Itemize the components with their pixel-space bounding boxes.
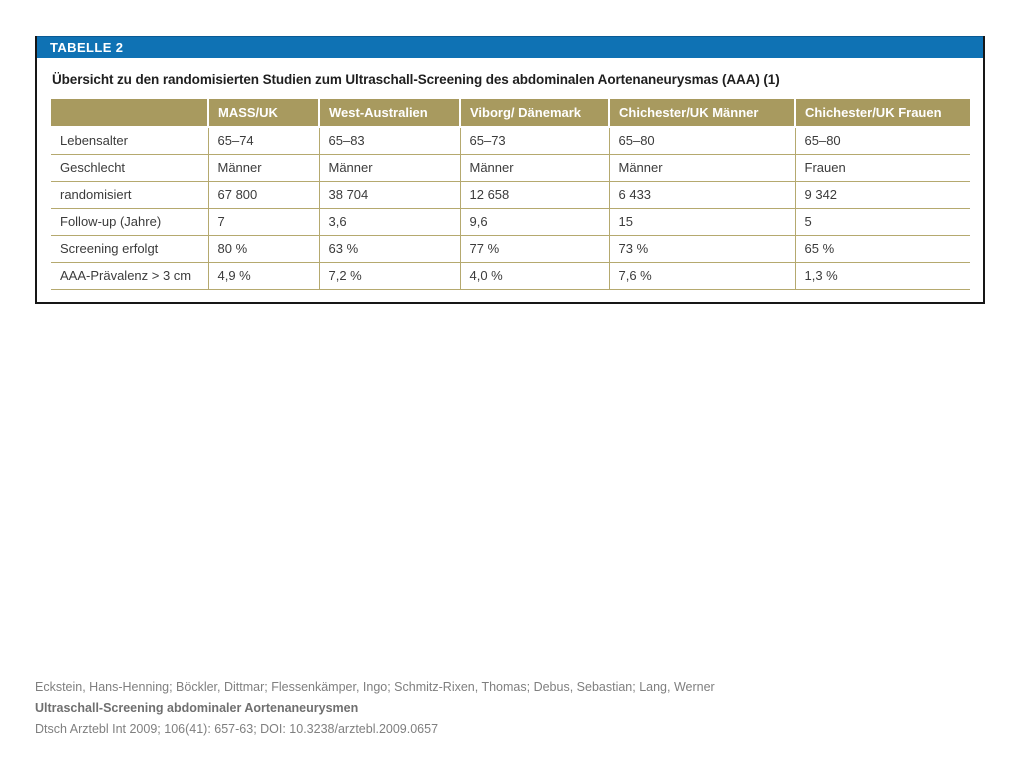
row-label: Follow-up (Jahre) <box>51 208 208 236</box>
citation-reference: Dtsch Arztebl Int 2009; 106(41): 657-63;… <box>35 722 439 736</box>
table-cell: 65–80 <box>794 127 970 155</box>
table-title: Übersicht zu den randomisierten Studien … <box>52 72 780 87</box>
table-cell: 65–73 <box>459 127 609 155</box>
citation-authors: Eckstein, Hans-Henning; Böckler, Dittmar… <box>35 680 715 694</box>
panel-content: Übersicht zu den randomisierten Studien … <box>37 72 983 290</box>
table-cell: Männer <box>318 154 460 182</box>
table-cell: 9,6 <box>459 208 609 236</box>
table-cell: 77 % <box>459 235 609 263</box>
column-header-chichester-frauen: Chichester/UK Frauen <box>794 99 970 128</box>
table-cell: 6 433 <box>608 181 795 209</box>
column-header-viborg: Viborg/ Dänemark <box>459 99 609 128</box>
table-row: Lebensalter 65–74 65–83 65–73 65–80 65–8… <box>51 127 970 155</box>
table-cell: 73 % <box>608 235 795 263</box>
aaa-screening-table: MASS/UK West-Australien Viborg/ Dänemark… <box>51 99 970 290</box>
table-header-row: MASS/UK West-Australien Viborg/ Dänemark… <box>51 99 970 128</box>
table-row: Follow-up (Jahre) 7 3,6 9,6 15 5 <box>51 208 970 236</box>
citation-block: Eckstein, Hans-Henning; Böckler, Dittmar… <box>35 677 715 740</box>
citation-title: Ultraschall-Screening abdominaler Aorten… <box>35 701 359 715</box>
table-cell: 3,6 <box>318 208 460 236</box>
table-cell: 9 342 <box>794 181 970 209</box>
table-cell: 65–74 <box>207 127 319 155</box>
row-label: AAA-Prävalenz > 3 cm <box>51 262 208 290</box>
row-label: Geschlecht <box>51 154 208 182</box>
table-cell: 4,0 % <box>459 262 609 290</box>
table-cell: Männer <box>207 154 319 182</box>
row-label: randomisiert <box>51 181 208 209</box>
table-cell: 65–83 <box>318 127 460 155</box>
table-cell: Männer <box>459 154 609 182</box>
table-row: Screening erfolgt 80 % 63 % 77 % 73 % 65… <box>51 235 970 263</box>
column-header-chichester-maenner: Chichester/UK Männer <box>608 99 795 128</box>
table-cell: 7,2 % <box>318 262 460 290</box>
table-cell: 65 % <box>794 235 970 263</box>
column-header-mass-uk: MASS/UK <box>207 99 319 128</box>
row-label: Lebensalter <box>51 127 208 155</box>
table-cell: 1,3 % <box>794 262 970 290</box>
row-label: Screening erfolgt <box>51 235 208 263</box>
column-header-west-australien: West-Australien <box>318 99 460 128</box>
table-cell: 5 <box>794 208 970 236</box>
table-cell: 63 % <box>318 235 460 263</box>
table-cell: Frauen <box>794 154 970 182</box>
table-cell: 80 % <box>207 235 319 263</box>
table-cell: 65–80 <box>608 127 795 155</box>
table-cell: 7 <box>207 208 319 236</box>
table-row: AAA-Prävalenz > 3 cm 4,9 % 7,2 % 4,0 % 7… <box>51 262 970 290</box>
table-cell: 15 <box>608 208 795 236</box>
table-cell: 4,9 % <box>207 262 319 290</box>
column-header-empty <box>51 99 208 128</box>
table-row: Geschlecht Männer Männer Männer Männer F… <box>51 154 970 182</box>
table-panel: TABELLE 2 Übersicht zu den randomisierte… <box>35 36 985 304</box>
table-cell: Männer <box>608 154 795 182</box>
table-cell: 67 800 <box>207 181 319 209</box>
table-tag-bar: TABELLE 2 <box>37 36 983 58</box>
table-tag: TABELLE 2 <box>50 40 124 55</box>
table-cell: 12 658 <box>459 181 609 209</box>
table-cell: 38 704 <box>318 181 460 209</box>
table-row: randomisiert 67 800 38 704 12 658 6 433 … <box>51 181 970 209</box>
table-cell: 7,6 % <box>608 262 795 290</box>
